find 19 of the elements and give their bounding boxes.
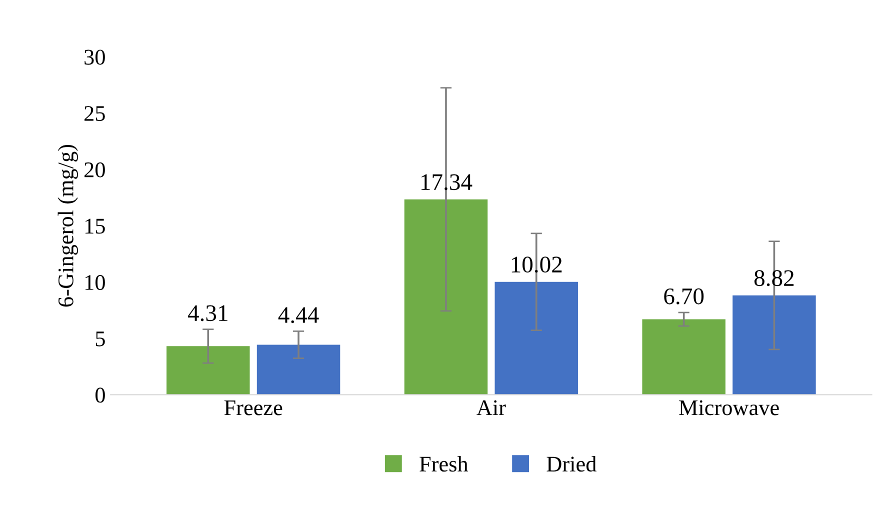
y-axis-title: 6-Gingerol (mg/g) <box>58 144 78 307</box>
data-label: 8.82 <box>754 270 794 286</box>
data-label: 4.31 <box>188 305 228 322</box>
y-tick-label: 20 <box>84 162 105 178</box>
x-tick-label: Freeze <box>224 400 282 416</box>
data-label: 10.02 <box>512 256 562 273</box>
y-tick-label: 25 <box>84 106 105 122</box>
x-tick-label: Microwave <box>679 400 779 416</box>
legend-label: Dried <box>546 456 596 472</box>
y-tick-label: 10 <box>85 275 105 290</box>
y-tick-label: 0 <box>96 388 105 403</box>
data-label: 17.34 <box>422 174 472 190</box>
y-tick-label: 5 <box>96 332 105 346</box>
y-tick-label: 15 <box>85 218 105 234</box>
y-tick-label: 30 <box>84 50 105 65</box>
data-label: 4.44 <box>278 307 319 324</box>
data-label: 6.70 <box>664 288 704 304</box>
legend-label: Fresh <box>420 456 468 472</box>
x-tick-label: Air <box>476 400 506 416</box>
